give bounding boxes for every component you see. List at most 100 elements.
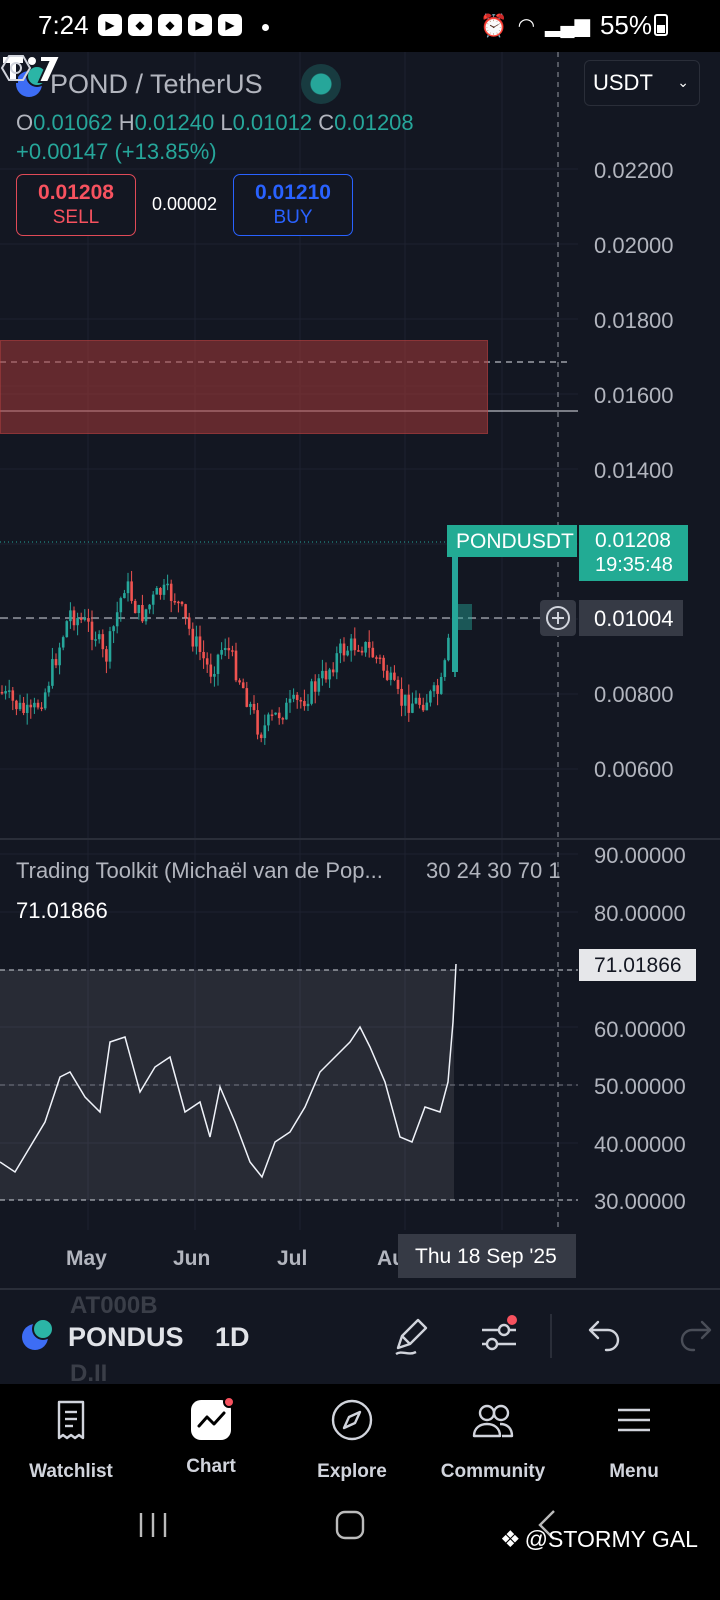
candle-body — [346, 650, 349, 656]
candle-body — [155, 588, 159, 595]
candle-body — [385, 670, 389, 680]
candle-body — [58, 647, 61, 666]
candle-body — [223, 648, 227, 651]
notification-icons: ▶ ◆ ◆ ▶ ▶ — [98, 14, 242, 36]
candle-body — [364, 641, 367, 653]
status-indicators: ⏰ ◠ ▂▄▆ 55% — [480, 10, 672, 41]
candle-body — [353, 638, 357, 651]
chart-area[interactable]: POND / TetherUS O0.01062 H0.01240 L0.010… — [0, 52, 720, 1288]
price-axis-label: 0.00600 — [594, 757, 674, 782]
candle-body — [411, 703, 414, 713]
candle-body — [249, 703, 252, 707]
nav-menu[interactable]: Menu — [564, 1384, 704, 1500]
price-axis-label: 0.01600 — [594, 383, 674, 408]
nav-label: Menu — [609, 1461, 659, 1482]
symbol-header[interactable]: POND / TetherUS — [16, 64, 341, 104]
pane-separator[interactable] — [0, 838, 720, 840]
chart-toolbar: AT000B D.II PONDUS 1D — [0, 1288, 720, 1384]
candle-body — [238, 680, 241, 683]
indicator-value-tag: 71.01866 — [579, 949, 696, 981]
candle-body — [367, 641, 371, 648]
notification-badge — [223, 1396, 235, 1408]
redo-icon[interactable] — [674, 1314, 720, 1360]
watermark-text: @STORMY GAL — [524, 1526, 698, 1552]
buy-button[interactable]: 0.01210 BUY — [233, 174, 353, 236]
candle-body — [321, 670, 324, 679]
scrolling-ticker: D.II — [70, 1360, 108, 1384]
time-axis-label: Jul — [277, 1247, 308, 1270]
diamond-icon: ❖ — [500, 1526, 521, 1552]
candle-body — [29, 704, 33, 708]
settings-icon[interactable] — [0, 52, 32, 84]
symbol-search-button[interactable]: PONDUS — [68, 1322, 184, 1352]
candle-body — [202, 651, 205, 659]
candle-body — [295, 694, 299, 700]
nav-explore[interactable]: Explore — [282, 1384, 422, 1500]
candle-body — [105, 649, 108, 662]
symbol-name[interactable]: POND / TetherUS — [50, 68, 263, 99]
sell-label: SELL — [52, 207, 100, 228]
candle-body — [180, 601, 184, 605]
candle-body — [375, 657, 378, 659]
crosshair-date-tag: Thu 18 Sep '25 — [398, 1234, 576, 1278]
candle-body — [187, 617, 191, 629]
nav-label: Explore — [317, 1461, 387, 1482]
undo-icon[interactable] — [580, 1314, 626, 1360]
ohlc-close: 0.01208 — [334, 110, 414, 135]
sell-button[interactable]: 0.01208 SELL — [16, 174, 136, 236]
drawing-pencil-icon[interactable] — [388, 1314, 434, 1360]
candle-body — [83, 618, 87, 620]
ohlc-high-label: H — [118, 110, 135, 135]
candle-body — [299, 699, 303, 702]
candle-body — [281, 718, 285, 720]
watchlist-icon — [57, 1400, 85, 1440]
nav-watchlist[interactable]: Watchlist — [1, 1384, 141, 1500]
back-icon[interactable] — [534, 1508, 560, 1542]
candle-body — [209, 664, 213, 677]
community-icon — [472, 1404, 514, 1438]
nav-community[interactable]: Community — [423, 1384, 563, 1500]
candle-body — [382, 657, 385, 671]
toolbar-divider — [550, 1314, 552, 1358]
bar-countdown: 19:35:48 — [595, 554, 673, 576]
candle-body — [227, 648, 231, 651]
candle-body — [22, 702, 25, 713]
home-icon[interactable] — [334, 1509, 366, 1541]
interval-button[interactable]: 1D — [215, 1322, 250, 1352]
candle-body — [303, 701, 306, 707]
currency-value: USDT — [593, 70, 653, 95]
oscillator-line — [0, 963, 457, 1179]
nav-label: Chart — [186, 1456, 236, 1477]
candle-body — [306, 703, 310, 707]
candle-body — [429, 691, 432, 703]
candle-body — [425, 702, 429, 711]
add-alert-button[interactable] — [540, 600, 576, 636]
candle-body — [342, 643, 346, 656]
candle-body — [133, 600, 137, 614]
currency-select[interactable]: USDT ⌄ — [584, 60, 700, 106]
symbol-price-tag: PONDUSDT — [447, 525, 577, 557]
candle-body — [378, 657, 382, 660]
candle-body — [69, 610, 72, 622]
candle-body — [443, 660, 447, 677]
nav-label: Community — [440, 1461, 546, 1482]
recent-apps-icon[interactable] — [136, 1510, 170, 1540]
candle-body — [414, 697, 418, 704]
wifi-icon: ◠ — [517, 15, 536, 37]
candle-body — [452, 552, 458, 672]
candle-body — [25, 704, 29, 713]
status-bar: 7:24 ▶ ◆ ◆ ▶ ▶ ⏰ ◠ ▂▄▆ 55% — [0, 0, 720, 52]
indicator-title[interactable]: Trading Toolkit (Michaël van de Pop... — [16, 858, 383, 883]
candle-body — [51, 659, 54, 686]
nav-chart[interactable]: Chart — [141, 1384, 281, 1500]
resistance-zone[interactable] — [0, 340, 488, 434]
candle-body — [47, 685, 51, 693]
indicator-params: 30 24 30 70 1 — [426, 858, 561, 883]
indicator-axis-label: 50.00000 — [594, 1074, 686, 1099]
indicators-sliders-icon[interactable] — [476, 1314, 522, 1360]
price-change: +0.00147 (+13.85%) — [16, 139, 217, 164]
ohlc-open: 0.01062 — [33, 110, 113, 135]
candle-body — [7, 690, 11, 692]
battery-percent: 55% — [599, 10, 652, 40]
candle-body — [324, 670, 328, 680]
